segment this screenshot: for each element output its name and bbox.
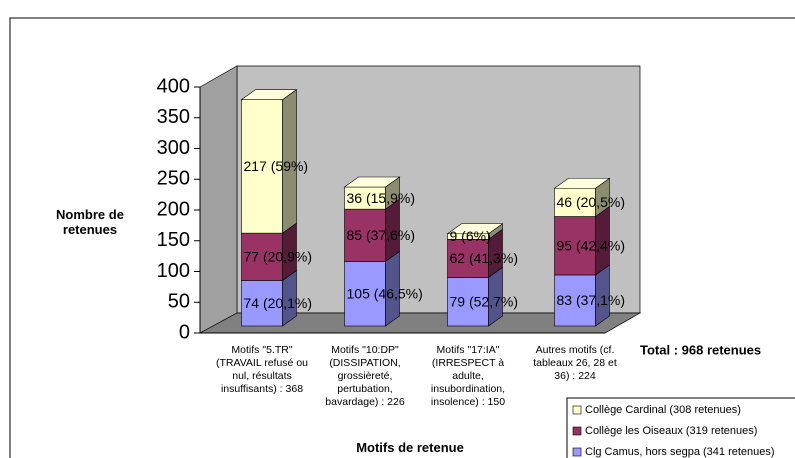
value-label: 83 (37,1%)	[557, 292, 625, 308]
x-tick-label: Motifs "17:IA" (IRRESPECT à adulte, insu…	[430, 344, 506, 408]
value-label: 46 (20,5%)	[557, 194, 625, 210]
y-tick-label: 150	[157, 229, 190, 251]
value-label: 9 (6%)	[450, 228, 491, 244]
bar-segment-front	[447, 277, 489, 327]
legend-box	[566, 397, 795, 458]
value-label: 74 (20,1%)	[244, 295, 312, 311]
total-annotation: Total : 968 retenues	[640, 342, 761, 357]
value-label: 217 (59%)	[244, 158, 309, 174]
y-tick-label: 200	[157, 198, 190, 220]
y-tick-label: 400	[157, 75, 190, 97]
x-axis-title: Motifs de retenue	[356, 440, 464, 455]
bar-segment-top	[553, 177, 611, 189]
x-tick-label: Autres motifs (cf. tableaux 26, 28 et 36…	[533, 344, 617, 382]
chart-frame	[9, 17, 795, 458]
y-tick-label: 250	[157, 168, 190, 190]
x-tick-label: Motifs "5.TR" (TRAVAIL refusé ou nul, ré…	[215, 344, 308, 395]
legend-swatch	[572, 405, 582, 415]
value-label: 36 (15,9%)	[347, 190, 415, 206]
legend-label: Clg Camus, hors segpa (341 retenues)	[585, 446, 775, 458]
bar-segment-front	[447, 238, 489, 278]
bar-segment-top	[343, 176, 401, 188]
y-tick-label: 50	[168, 291, 190, 313]
bar-segment-top	[446, 223, 504, 235]
value-label: 79 (52,7%)	[450, 293, 518, 309]
y-tick-label: 100	[157, 260, 190, 282]
value-label: 85 (37,6%)	[347, 227, 415, 243]
y-axis-title: Nombre de retenues	[56, 207, 124, 237]
side-wall	[199, 65, 238, 334]
bar-segment-top	[240, 89, 298, 100]
bar-segment-front	[241, 232, 283, 281]
value-label: 105 (46,5%)	[347, 285, 423, 301]
bar-segment-front	[241, 99, 283, 234]
bar-segment-front	[241, 280, 283, 327]
value-label: 62 (41,3%)	[450, 250, 518, 266]
x-tick-label: Motifs "10:DP" (DISSIPATION, grossièreté…	[325, 344, 405, 408]
legend-swatch	[572, 447, 582, 457]
value-label: 95 (42,4%)	[557, 237, 625, 253]
bar-segment-front	[344, 208, 386, 262]
y-tick-label: 0	[179, 321, 190, 343]
y-tick-label: 300	[157, 137, 190, 159]
value-label: 77 (20,9%)	[244, 249, 312, 265]
legend-swatch	[572, 426, 582, 436]
y-tick-label: 350	[157, 106, 190, 128]
legend-label: Collège les Oiseaux (319 retenues)	[585, 425, 757, 437]
legend-label: Collège Cardinal (308 retenues)	[585, 404, 741, 416]
